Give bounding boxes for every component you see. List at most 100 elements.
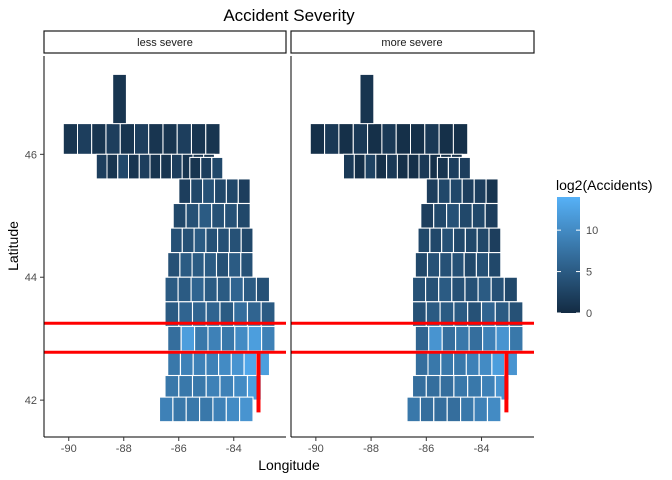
county-cell (414, 325, 430, 352)
facet-label-less-severe: less severe (137, 37, 193, 49)
county-cell (236, 202, 251, 229)
county-cell (490, 276, 505, 303)
county-cell (148, 123, 164, 155)
county-cell (77, 123, 93, 155)
county-cell (225, 178, 239, 205)
county-cell (207, 325, 222, 352)
county-cell (190, 178, 204, 205)
county-cell (447, 156, 460, 183)
county-cell (255, 276, 271, 303)
legend-tick-label: 0 (586, 308, 592, 320)
county-cell (452, 227, 466, 254)
county-cell (134, 123, 150, 155)
county-cell (190, 276, 205, 303)
county-cell (158, 396, 174, 423)
county-cell (395, 123, 412, 155)
county-cell (446, 396, 462, 423)
county-cell (199, 396, 214, 423)
facet-panel-less-severe: less severe (43, 30, 287, 423)
county-cell (216, 276, 231, 303)
county-cell (218, 350, 232, 377)
legend-tick-label: 10 (586, 225, 598, 237)
county-cell (234, 325, 249, 352)
county-cell (229, 276, 244, 303)
county-cell (192, 350, 207, 377)
county-cell (451, 276, 466, 303)
facet-panel-more-severe: more severe (290, 30, 535, 423)
county-cell (417, 227, 431, 254)
map-more-severe (291, 73, 534, 423)
county-cell (425, 178, 439, 205)
county-cell (198, 202, 213, 229)
county-cell (160, 153, 172, 180)
county-cell (452, 123, 469, 155)
county-cell (367, 123, 383, 155)
county-cell (243, 350, 258, 377)
county-cell (429, 227, 443, 254)
county-cell (475, 252, 490, 278)
county-cell (164, 374, 180, 401)
county-cell (406, 396, 421, 423)
county-cell (106, 153, 119, 180)
x-tick-label: -88 (116, 443, 132, 455)
county-cell (164, 276, 179, 303)
county-cell (194, 325, 209, 352)
county-cell (433, 202, 448, 229)
county-cell (451, 252, 465, 278)
county-cell (458, 156, 471, 183)
county-cell (228, 227, 242, 254)
county-cell (464, 276, 479, 303)
county-cell (172, 202, 187, 229)
county-cell (220, 325, 236, 352)
county-cell (396, 153, 409, 180)
county-cell (437, 178, 451, 205)
county-cell (433, 396, 448, 423)
county-cell (185, 202, 200, 229)
county-cell (239, 396, 254, 423)
county-cell (112, 73, 127, 125)
county-cell (117, 153, 130, 180)
county-cell (495, 325, 511, 352)
county-cell (228, 252, 242, 278)
legend-ticks: 0 5 10 (557, 225, 598, 320)
county-cell (426, 252, 441, 278)
county-cell (441, 227, 455, 254)
county-cell (162, 123, 178, 155)
county-cell (477, 276, 492, 303)
chart-title: Accident Severity (223, 6, 355, 25)
facet-label-more-severe: more severe (381, 37, 442, 49)
county-cell (237, 178, 251, 205)
county-cell (211, 156, 224, 183)
county-cell (95, 153, 108, 180)
county-cell (169, 227, 183, 254)
county-cell (449, 178, 463, 205)
county-cell (428, 325, 443, 352)
county-cell (414, 252, 429, 278)
county-cell (338, 123, 354, 155)
county-cell (464, 227, 478, 254)
county-cell (425, 374, 441, 401)
county-cell (167, 325, 182, 352)
county-cell (491, 350, 506, 377)
county-cell (343, 153, 355, 180)
county-cell (247, 325, 263, 352)
county-cell (381, 123, 397, 155)
county-cell (436, 156, 449, 183)
county-cell (453, 374, 469, 401)
county-cell (467, 374, 483, 401)
county-cell (215, 252, 230, 278)
y-tick-label: 46 (25, 149, 37, 161)
county-cell (62, 123, 78, 155)
county-cell (191, 252, 205, 278)
county-cell (178, 178, 192, 205)
county-cell (205, 123, 221, 155)
county-cell (309, 123, 326, 155)
y-axis-title: Latitude (5, 221, 21, 271)
facet-strip-less-severe (43, 30, 287, 54)
county-cell (471, 202, 486, 229)
y-tick-label: 44 (25, 272, 37, 284)
legend-tick-label: 5 (586, 267, 592, 279)
county-cell (219, 374, 235, 401)
county-cell (438, 123, 454, 155)
